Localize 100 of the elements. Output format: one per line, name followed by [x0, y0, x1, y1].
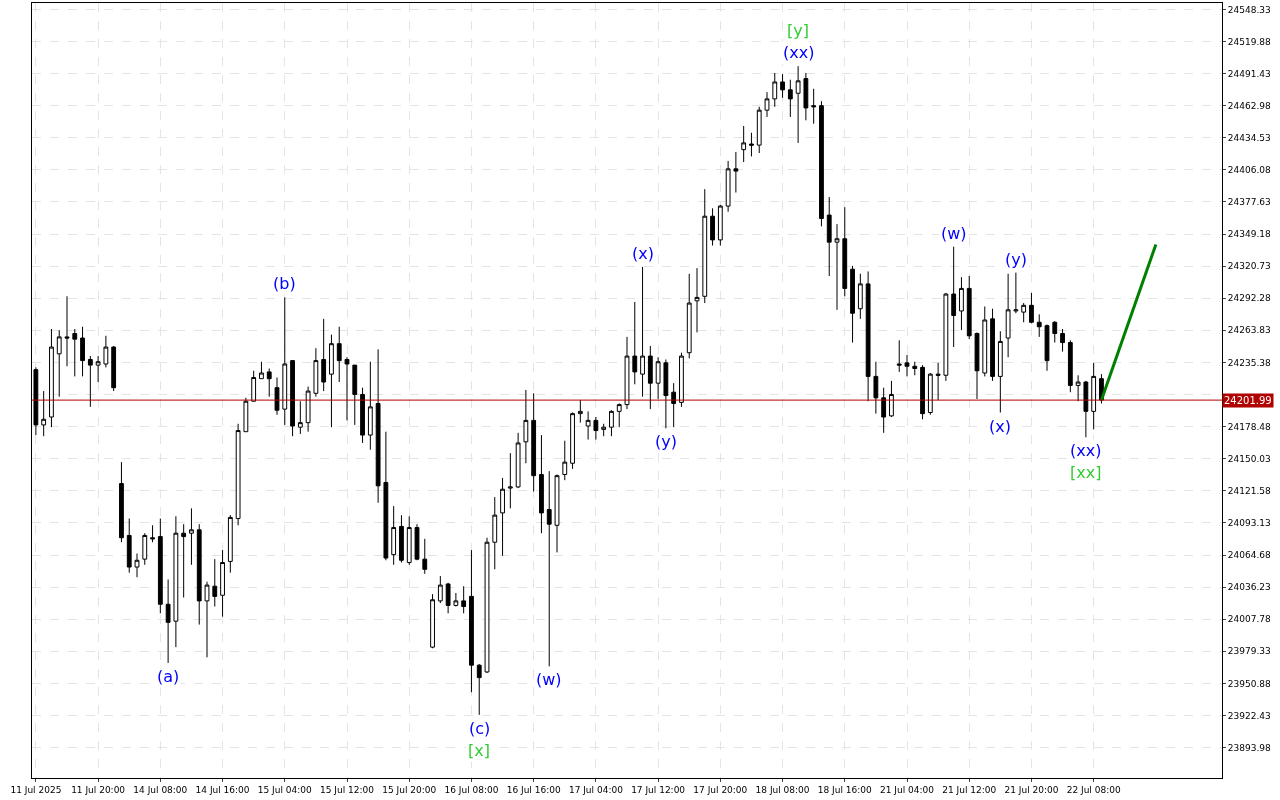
annotation: [y] [787, 21, 809, 40]
annotation: (a) [157, 667, 180, 686]
candlestick [539, 434, 544, 534]
candlestick [951, 246, 957, 348]
candlestick [686, 273, 692, 359]
candlestick [647, 345, 653, 410]
annotation: (x) [989, 417, 1011, 436]
candlestick [80, 326, 85, 377]
candlestick [126, 518, 132, 574]
candlestick [912, 361, 918, 376]
candlestick [336, 326, 342, 383]
candlestick [966, 275, 972, 340]
candlestick [1060, 328, 1065, 353]
candlestick [64, 295, 70, 367]
y-tick-label: 24064.68 [1227, 550, 1272, 561]
x-tick-label: 21 Jul 12:00 [942, 784, 997, 795]
candlestick [601, 423, 607, 437]
candlestick [266, 368, 272, 398]
annotation: (y) [1005, 250, 1027, 269]
candlestick [756, 106, 762, 154]
candlestick [803, 72, 809, 121]
candlestick [227, 514, 233, 574]
candlestick [391, 505, 397, 566]
candlestick [865, 270, 871, 402]
ref-line-label: 24201.99 [1224, 395, 1272, 406]
candlestick [616, 402, 622, 428]
candlestick [1075, 374, 1081, 402]
annotation: (w) [941, 224, 967, 243]
x-tick-label: 15 Jul 20:00 [382, 784, 437, 795]
candlestick [679, 352, 684, 408]
candlestick [632, 301, 638, 385]
candlestick [150, 524, 155, 543]
candlestick [562, 440, 568, 481]
candlestick [173, 515, 179, 648]
candlestick [927, 372, 933, 416]
y-tick-label: 24093.13 [1227, 518, 1271, 529]
candlestick [500, 477, 505, 557]
x-tick-label: 18 Jul 16:00 [817, 784, 873, 795]
candlestick [157, 518, 163, 614]
y-tick-label: 24349.18 [1227, 229, 1272, 240]
candlestick [523, 389, 529, 464]
y-tick-label: 24178.48 [1227, 421, 1272, 432]
candlestick [702, 188, 708, 304]
candlestick [1083, 380, 1089, 438]
x-tick-label: 11 Jul 20:00 [71, 784, 126, 795]
candlestick [881, 387, 887, 434]
annotation: (w) [536, 670, 562, 689]
candlestick [920, 364, 925, 420]
x-tick-label: 15 Jul 12:00 [320, 784, 375, 795]
candlestick [997, 330, 1003, 413]
candlestick [1044, 324, 1050, 372]
candlestick [243, 397, 249, 433]
x-tick-label: 15 Jul 04:00 [257, 784, 313, 795]
candlestick [282, 296, 288, 426]
candlestick [1029, 292, 1034, 324]
candlestick [959, 276, 964, 331]
x-tick-label: 17 Jul 12:00 [631, 784, 686, 795]
candlestick [733, 151, 739, 194]
y-tick-label: 24150.03 [1227, 453, 1271, 464]
annotation: [xx] [1070, 463, 1102, 482]
candlestick [873, 361, 879, 415]
candlestick [476, 663, 482, 716]
candlestick [406, 515, 412, 566]
candlestick [974, 331, 980, 400]
x-tick-label: 21 Jul 04:00 [880, 784, 935, 795]
candlestick [383, 431, 389, 561]
candlestick [484, 537, 490, 674]
candlestick [577, 399, 583, 424]
x-tick-label: 16 Jul 16:00 [506, 784, 561, 795]
y-tick-label: 24434.53 [1227, 132, 1271, 143]
annotation: (y) [655, 432, 677, 451]
candlestick [857, 273, 863, 320]
annotation: (c) [469, 719, 491, 738]
x-tick-label: 14 Jul 16:00 [195, 784, 250, 795]
candlestick [554, 474, 560, 553]
candlestick [329, 334, 334, 428]
candlestick [49, 328, 54, 428]
y-tick-label: 24519.88 [1227, 36, 1272, 47]
candlestick [749, 132, 754, 157]
candlestick [515, 432, 521, 489]
candlestick [889, 380, 894, 418]
candlestick [741, 125, 747, 163]
candlestick [165, 578, 171, 664]
y-tick-label: 24235.38 [1227, 357, 1272, 368]
annotation: (xx) [1070, 441, 1102, 460]
candlestick [196, 523, 202, 626]
candlestick [259, 361, 264, 380]
y-tick-label: 24462.98 [1227, 100, 1272, 111]
candlestick [507, 452, 513, 509]
candlestick [399, 514, 404, 564]
candlestick [982, 305, 988, 377]
candlestick [764, 91, 770, 118]
candlestick [360, 387, 365, 444]
candlestick [1005, 273, 1011, 358]
candlestick [787, 79, 793, 118]
y-tick-label: 24320.73 [1227, 261, 1271, 272]
candlestick [430, 593, 435, 649]
y-tick-label: 23922.43 [1227, 710, 1271, 721]
candlestick [1067, 339, 1073, 393]
candlestick [305, 386, 311, 433]
